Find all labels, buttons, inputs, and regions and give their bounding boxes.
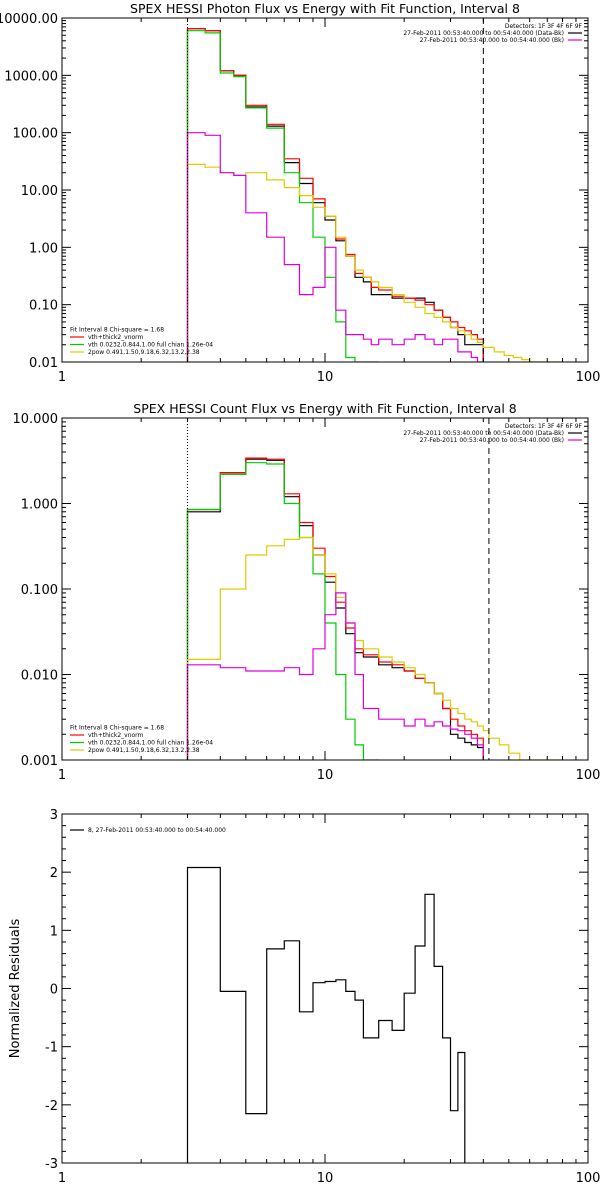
y-tick-label: -3 (45, 1157, 58, 1172)
chart-title: SPEX HESSI Photon Flux vs Energy with Fi… (130, 1, 520, 16)
x-tick-label: 10 (317, 370, 334, 385)
y-tick-label: 3 (50, 808, 58, 823)
legend-right-entry: 27-Feb-2011 00:53:40.000 to 00:54:40.000… (420, 37, 564, 44)
y-tick-label: 1.00 (29, 241, 58, 256)
legend-right-entry: 27-Feb-2011 00:53:40.000 to 00:54:40.000… (403, 30, 564, 37)
legend-left-entry: vth 0.0232,0.844,1.00 full chian 1.26e-0… (88, 342, 213, 349)
legend-left-entry: vth+thick2_vnorm (88, 334, 144, 341)
y-tick-label: 2 (50, 866, 58, 881)
y-tick-label: 1000.00 (4, 69, 58, 84)
x-tick-label: 10 (317, 1171, 334, 1186)
y-tick-label: 1 (50, 924, 58, 939)
y-tick-label: 0.01 (29, 356, 58, 371)
chart-title: SPEX HESSI Count Flux vs Energy with Fit… (133, 401, 516, 416)
y-tick-label: 10000.00 (0, 12, 58, 27)
y-tick-label: 0.100 (21, 583, 58, 598)
y-tick-label: 0.001 (21, 754, 58, 769)
legend-left-entry: vth 0.0232,0.844,1.00 full chian 1.26e-0… (88, 740, 213, 747)
y-tick-label: 10.000 (13, 412, 59, 427)
y-tick-label: -1 (45, 1041, 58, 1056)
x-tick-label: 1 (58, 370, 66, 385)
x-tick-label: 10 (317, 768, 334, 783)
y-tick-label: -2 (45, 1099, 58, 1114)
x-tick-label: 1 (58, 1171, 66, 1186)
y-tick-label: 10.00 (21, 184, 58, 199)
legend-left-entry: Fit Interval 8 Chi-square = 1.68 (70, 327, 164, 334)
x-tick-label: 1 (58, 768, 66, 783)
legend-right-entry: 27-Feb-2011 00:53:40.000 to 00:54:40.000… (403, 430, 564, 437)
legend-left-entry: 2pow 0.491,1.50,9.18,6.32,13.2,2.38 (88, 747, 200, 754)
y-tick-label: 0.010 (21, 669, 58, 684)
y-tick-label: 1.000 (21, 498, 58, 513)
legend-right-entry: 27-Feb-2011 00:53:40.000 to 00:54:40.000… (420, 437, 564, 444)
legend-right-entry: Detectors: 1F 3F 4F 6F 9F (505, 423, 583, 430)
legend-left-entry: 2pow 0.491,1.50,9.18,6.32,13.2,2.38 (88, 349, 200, 356)
y-tick-label: 0.10 (29, 299, 58, 314)
y-axis-label: Normalized Residuals (8, 919, 23, 1059)
y-tick-label: 100.00 (13, 127, 59, 142)
x-tick-label: 100 (576, 370, 600, 385)
legend-left-entry: Fit Interval 8 Chi-square = 1.68 (70, 725, 164, 732)
legend-right-entry: Detectors: 1F 3F 4F 6F 9F (505, 23, 583, 30)
x-tick-label: 100 (576, 1171, 600, 1186)
legend-left-entry: vth+thick2_vnorm (88, 732, 144, 739)
x-tick-label: 100 (576, 768, 600, 783)
legend-left-entry: 8, 27-Feb-2011 00:53:40.000 to 00:54:40.… (88, 827, 226, 834)
y-tick-label: 0 (50, 983, 58, 998)
